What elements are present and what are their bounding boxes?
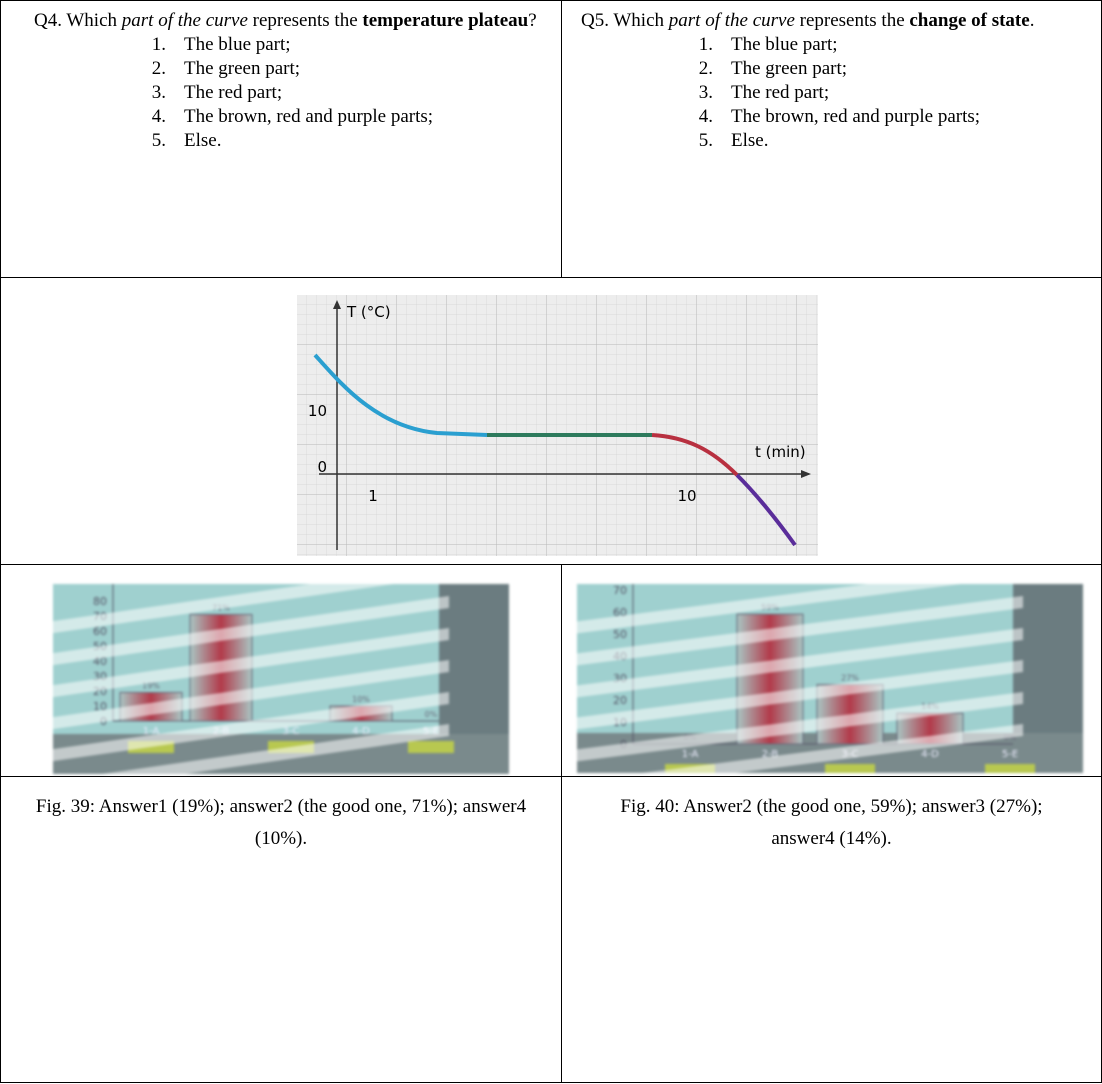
x-axis-label: t (min) — [755, 443, 806, 461]
option-text: The red part; — [731, 82, 829, 103]
option-number: 3. — [665, 81, 713, 105]
option-number: 4. — [665, 105, 713, 129]
y-tick-label: 20 — [613, 694, 627, 707]
question-bold: change of state — [909, 10, 1029, 31]
x-tick-label: 1-A — [682, 749, 699, 760]
caption: Fig. 40: Answer2 (the good one, 59%); an… — [562, 777, 1101, 855]
option-text: Else. — [731, 130, 768, 151]
question-label: Q4. Which — [34, 10, 122, 31]
x-tick-label: 1 — [368, 487, 378, 505]
page: Q4. Which part of the curve represents t… — [0, 0, 1102, 1084]
document-table: Q4. Which part of the curve represents t… — [0, 0, 1102, 1083]
option: 1. The blue part; — [581, 33, 1091, 57]
option: 3. The red part; — [581, 81, 1091, 105]
y-tick-label: 80 — [93, 595, 107, 608]
question-bold: temperature plateau — [362, 10, 528, 31]
option-number: 1. — [118, 33, 166, 57]
option-text: The green part; — [184, 58, 300, 79]
option-number: 1. — [665, 33, 713, 57]
option: 5. Else. — [581, 129, 1091, 153]
x-tick-label: 3-C — [283, 726, 300, 737]
photo: 7060504030201000%1-A59%2-B27%3-C14%4-D0%… — [577, 584, 1083, 773]
question-end: ? — [528, 10, 536, 31]
photo: 8070605040302010019%1-A71%2-B3-C10%4-D0%… — [53, 584, 509, 774]
x-tick-label: 5-E — [1002, 749, 1018, 760]
option-text: The green part; — [731, 58, 847, 79]
y-axis-label: T (°C) — [346, 303, 391, 321]
option-number: 2. — [118, 57, 166, 81]
y-tick-label: 50 — [613, 628, 627, 641]
question: Q4. Which part of the curve represents t… — [1, 1, 561, 153]
q4-cell: Q4. Which part of the curve represents t… — [1, 1, 562, 278]
question-text: Q4. Which part of the curve represents t… — [34, 9, 551, 33]
option-text: Else. — [184, 130, 221, 151]
x-tick-label: 4-D — [352, 726, 370, 737]
option-number: 5. — [118, 129, 166, 153]
option: 3. The red part; — [34, 81, 548, 105]
value-label: 0% — [425, 710, 438, 719]
question-italic: part of the curve — [669, 10, 795, 31]
option-number: 3. — [118, 81, 166, 105]
y-tick-label: 10 — [308, 402, 327, 420]
photo-cell: 7060504030201000%1-A59%2-B27%3-C14%4-D0%… — [562, 565, 1102, 777]
graph-cell: 10 0 1 10 T (°C) t (min) — [1, 278, 1102, 565]
x-tick-label: 4-D — [921, 749, 939, 760]
q5-cell: Q5. Which part of the curve represents t… — [562, 1, 1102, 278]
option: 5. Else. — [34, 129, 548, 153]
option: 2. The green part; — [34, 57, 548, 81]
option-text: The red part; — [184, 82, 282, 103]
option: 4. The brown, red and purple parts; — [34, 105, 548, 129]
option-text: The blue part; — [184, 34, 291, 55]
option-text: The brown, red and purple parts; — [184, 106, 433, 127]
caption: Fig. 39: Answer1 (19%); answer2 (the goo… — [1, 777, 561, 855]
caption-cell: Fig. 40: Answer2 (the good one, 59%); an… — [562, 777, 1102, 1083]
option-number: 2. — [665, 57, 713, 81]
graph-image: 10 0 1 10 T (°C) t (min) — [297, 295, 818, 556]
question-text: represents the — [248, 10, 362, 31]
option: 4. The brown, red and purple parts; — [581, 105, 1091, 129]
button — [408, 741, 454, 753]
question-italic: part of the curve — [122, 10, 248, 31]
option-number: 4. — [118, 105, 166, 129]
y-tick-label: 70 — [613, 584, 627, 597]
question-label: Q5. Which — [581, 10, 669, 31]
option: 1. The blue part; — [34, 33, 548, 57]
question-end: . — [1030, 10, 1035, 31]
value-label: 10% — [352, 695, 370, 704]
question-text: Q5. Which part of the curve represents t… — [581, 9, 1091, 33]
question-text: represents the — [795, 10, 909, 31]
question: Q5. Which part of the curve represents t… — [562, 1, 1101, 153]
x-tick-label: 10 — [677, 487, 696, 505]
caption-cell: Fig. 39: Answer1 (19%); answer2 (the goo… — [1, 777, 562, 1083]
y-tick-label: 0 — [317, 458, 327, 476]
button — [985, 764, 1035, 773]
option-text: The blue part; — [731, 34, 838, 55]
grid — [297, 295, 818, 556]
option-text: The brown, red and purple parts; — [731, 106, 980, 127]
value-label: 27% — [841, 674, 859, 683]
option: 2. The green part; — [581, 57, 1091, 81]
button — [825, 764, 875, 773]
option-number: 5. — [665, 129, 713, 153]
photo-cell: 8070605040302010019%1-A71%2-B3-C10%4-D0%… — [1, 565, 562, 777]
